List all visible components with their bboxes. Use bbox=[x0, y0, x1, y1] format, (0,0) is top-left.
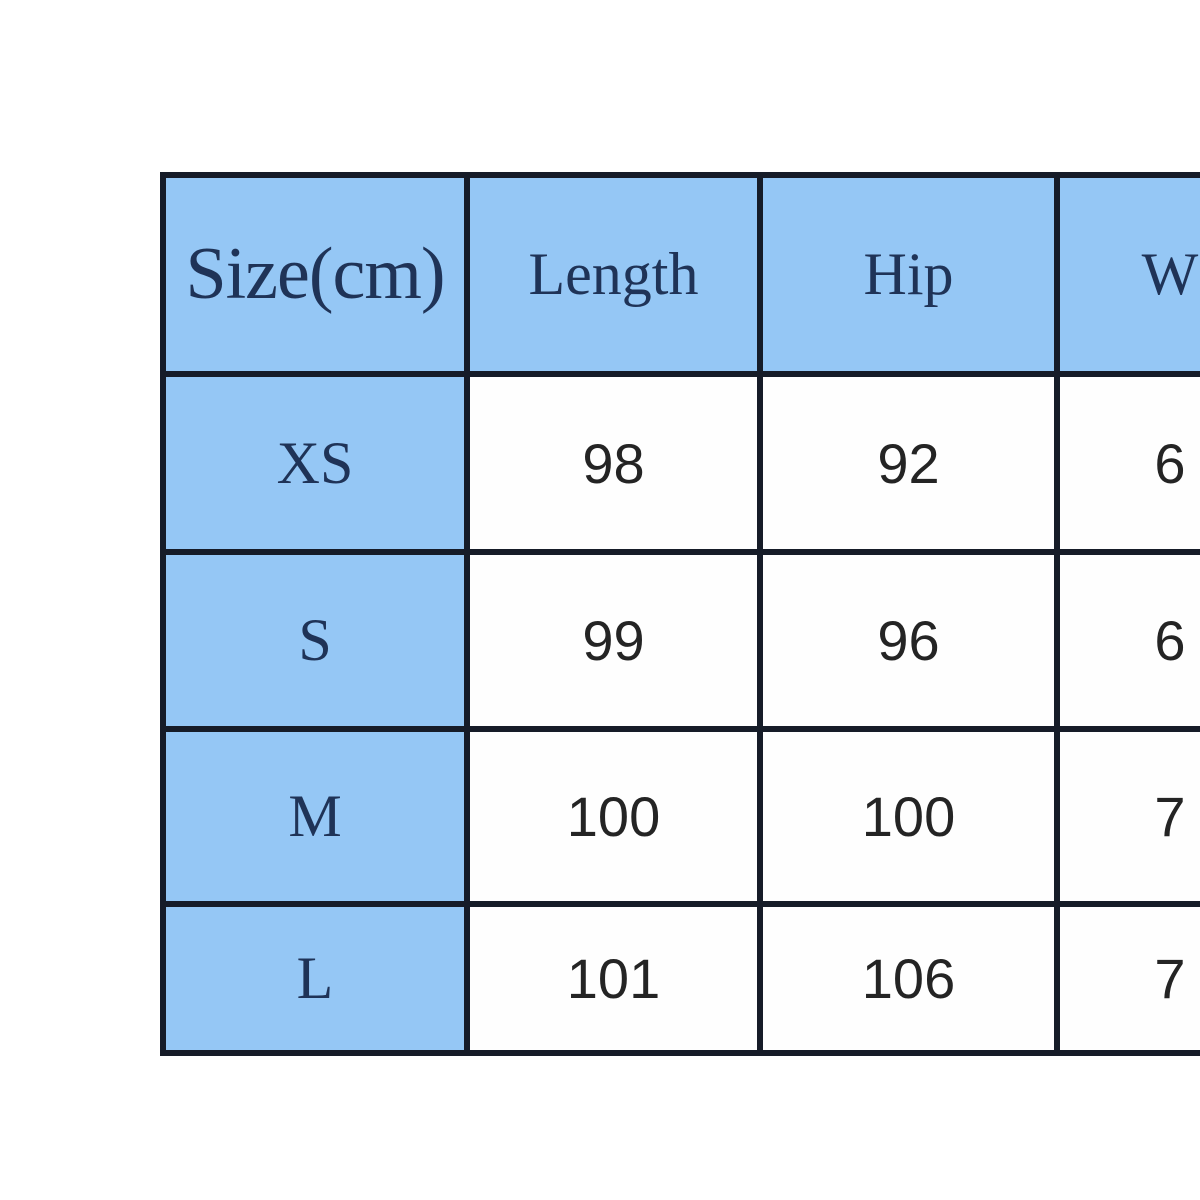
header-hip: Hip bbox=[763, 178, 1054, 371]
cell-m-waist-truncated: 7 bbox=[1060, 732, 1200, 901]
cell-l-hip: 106 bbox=[763, 907, 1054, 1050]
cell-m-length: 100 bbox=[470, 732, 757, 901]
header-size-cm: Size(cm) bbox=[166, 178, 464, 371]
row-label-s: S bbox=[166, 555, 464, 726]
cell-xs-length: 98 bbox=[470, 377, 757, 549]
cell-xs-hip: 92 bbox=[763, 377, 1054, 549]
cell-l-waist-truncated: 7 bbox=[1060, 907, 1200, 1050]
row-label-xs: XS bbox=[166, 377, 464, 549]
cell-s-length: 99 bbox=[470, 555, 757, 726]
row-label-m: M bbox=[166, 732, 464, 901]
row-label-l: L bbox=[166, 907, 464, 1050]
size-chart-table: Size(cm) Length Hip W XS 98 92 6 S 99 96… bbox=[160, 172, 1200, 1056]
cell-s-hip: 96 bbox=[763, 555, 1054, 726]
cell-m-hip: 100 bbox=[763, 732, 1054, 901]
cell-l-length: 101 bbox=[470, 907, 757, 1050]
cell-s-waist-truncated: 6 bbox=[1060, 555, 1200, 726]
cell-xs-waist-truncated: 6 bbox=[1060, 377, 1200, 549]
header-length: Length bbox=[470, 178, 757, 371]
header-waist-truncated: W bbox=[1060, 178, 1200, 371]
